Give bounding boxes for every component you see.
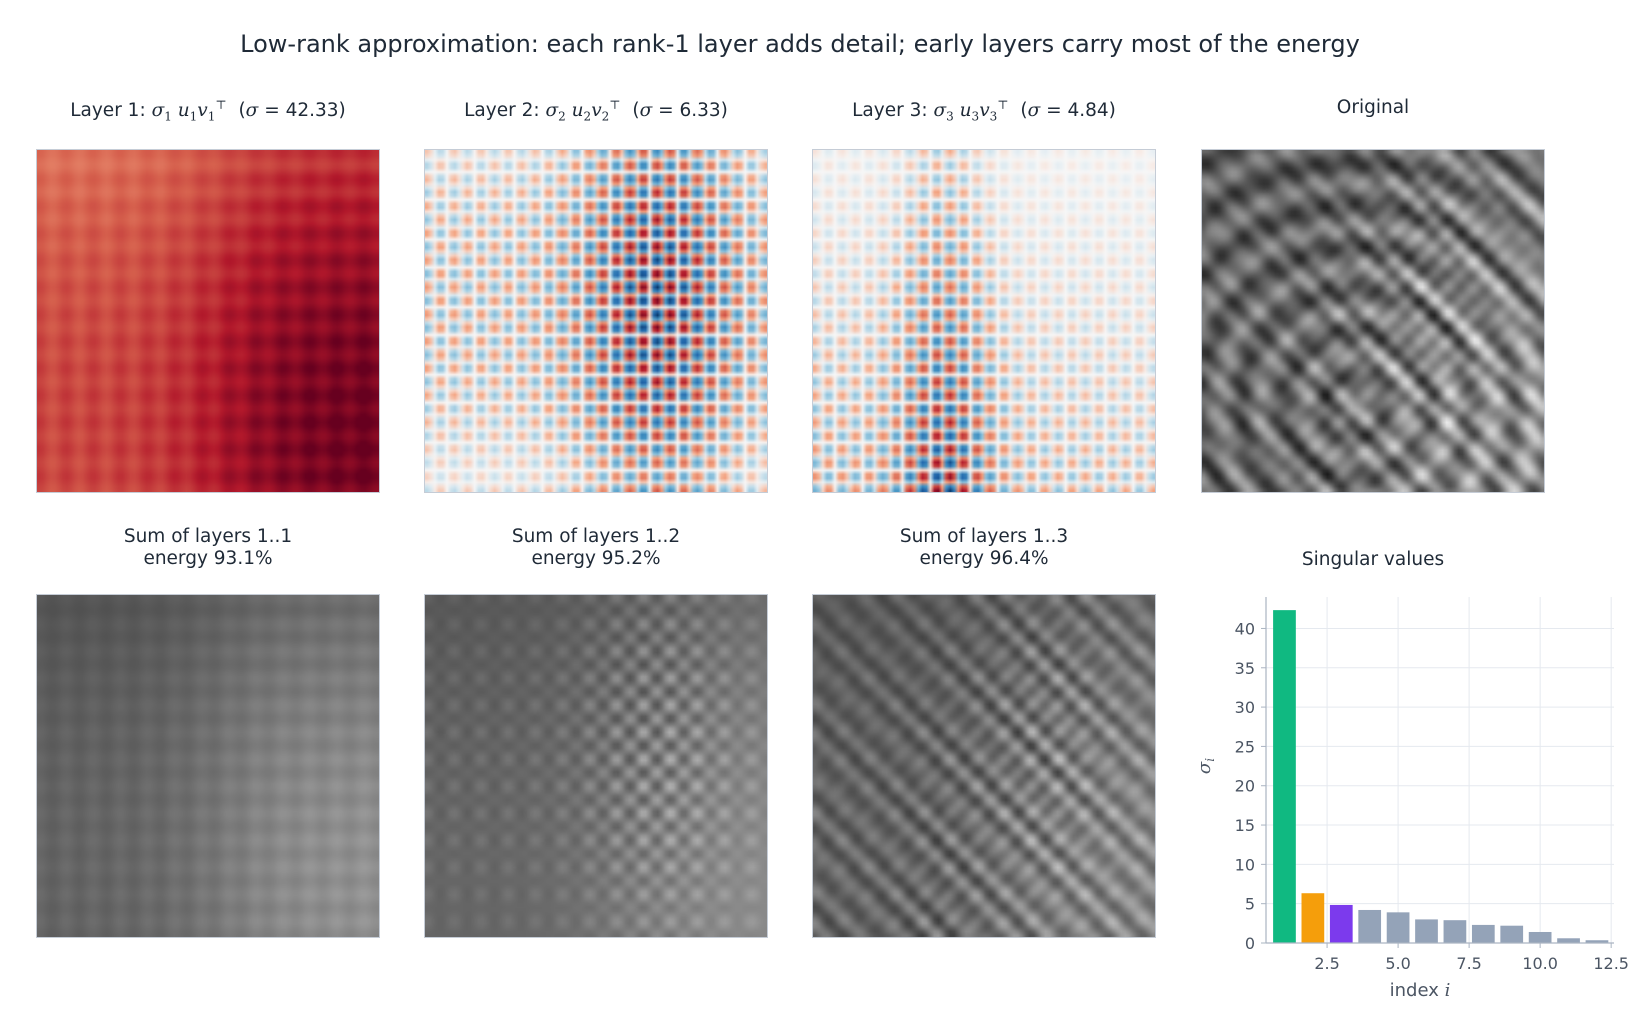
bar-sigma-6: [1415, 919, 1438, 943]
x-axis-label: index i: [1390, 980, 1451, 1001]
y-tick-label: 35: [1235, 659, 1255, 678]
layer-1-heatmap: [36, 149, 380, 493]
layer-2-title: Layer 2: σ2 u2v2⊤ (σ = 6.33): [464, 98, 728, 124]
layer-3-title: Layer 3: σ3 u3v3⊤ (σ = 4.84): [852, 98, 1116, 124]
sum-2-title-line1: Sum of layers 1..2: [511, 526, 681, 547]
y-axis-label: σi: [1194, 758, 1217, 774]
bar-sigma-1: [1273, 610, 1296, 943]
sum-2-title: Sum of layers 1..2 energy 95.2%: [424, 526, 768, 570]
x-tick-label: 12.5: [1593, 954, 1629, 973]
bar-sigma-12: [1585, 940, 1609, 943]
layer-2-sigma-value: 6.33: [679, 100, 721, 122]
sum-3-title: Sum of layers 1..3 energy 96.4%: [812, 526, 1156, 570]
layer-3-title-prefix: Layer 3:: [852, 100, 934, 122]
x-tick-label: 2.5: [1314, 954, 1339, 973]
bar-sigma-11: [1557, 938, 1580, 943]
sum-3-image: [812, 594, 1156, 938]
original-image: [1201, 149, 1545, 493]
y-tick-label: 25: [1235, 737, 1255, 756]
layer-3-heatmap: [812, 149, 1156, 493]
bar-sigma-5: [1386, 912, 1410, 943]
y-tick-label: 15: [1235, 816, 1255, 835]
layer-1-sigma-value: 42.33: [285, 100, 339, 122]
y-tick-label: 10: [1235, 855, 1255, 874]
sum-1-title-line1: Sum of layers 1..1: [123, 526, 293, 547]
sum-1-energy: energy 93.1%: [143, 548, 273, 569]
bar-sigma-4: [1358, 909, 1382, 943]
layer-3-sigma-value: 4.84: [1067, 100, 1109, 122]
y-tick-label: 30: [1235, 698, 1255, 717]
singular-values-title: Singular values: [1301, 549, 1445, 570]
y-tick-label: 40: [1235, 619, 1255, 638]
layer-2-title-prefix: Layer 2:: [464, 100, 546, 122]
sum-3-energy: energy 96.4%: [919, 548, 1049, 569]
bar-sigma-2: [1301, 893, 1325, 943]
x-tick-label: 5.0: [1385, 954, 1410, 973]
y-tick-label: 0: [1245, 934, 1255, 953]
sum-2-image: [424, 594, 768, 938]
original-title: Original: [1336, 97, 1410, 118]
bar-sigma-3: [1329, 904, 1353, 943]
layer-1-title-prefix: Layer 1:: [70, 100, 152, 122]
bar-sigma-7: [1443, 920, 1467, 943]
sum-3-title-line1: Sum of layers 1..3: [899, 526, 1069, 547]
layer-2-heatmap: [424, 149, 768, 493]
x-tick-label: 10.0: [1522, 954, 1558, 973]
figure-title: Low-rank approximation: each rank-1 laye…: [240, 30, 1360, 58]
sum-2-energy: energy 95.2%: [531, 548, 661, 569]
y-tick-label: 5: [1245, 895, 1255, 914]
bar-sigma-9: [1500, 925, 1524, 943]
bar-sigma-8: [1471, 924, 1495, 943]
x-tick-label: 7.5: [1456, 954, 1481, 973]
bar-sigma-10: [1528, 931, 1552, 943]
layer-1-title: Layer 1: σ1 u1v1⊤ (σ = 42.33): [70, 98, 346, 124]
sum-1-title: Sum of layers 1..1 energy 93.1%: [36, 526, 380, 570]
y-tick-label: 20: [1235, 777, 1255, 796]
sum-1-image: [36, 594, 380, 938]
